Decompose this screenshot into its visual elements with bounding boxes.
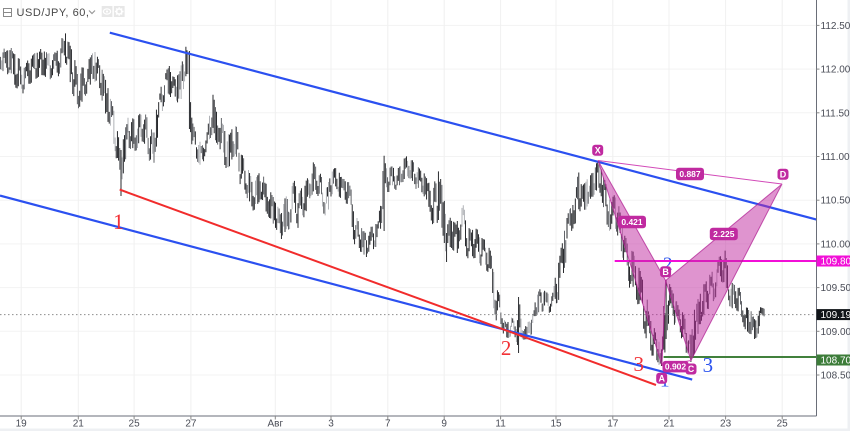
svg-text:2: 2 — [663, 254, 673, 275]
svg-text:109.50: 109.50 — [821, 283, 850, 294]
svg-text:27: 27 — [185, 419, 197, 430]
svg-text:X: X — [595, 146, 601, 156]
svg-text:2.225: 2.225 — [713, 229, 735, 239]
svg-text:A: A — [658, 373, 665, 383]
svg-text:C: C — [688, 364, 695, 374]
svg-text:Авг: Авг — [267, 419, 283, 430]
svg-text:110.50: 110.50 — [821, 196, 850, 207]
svg-text:7: 7 — [385, 419, 391, 430]
svg-text:21: 21 — [663, 419, 675, 430]
svg-text:23: 23 — [720, 419, 732, 430]
svg-text:109.19: 109.19 — [821, 310, 850, 321]
svg-text:111.00: 111.00 — [821, 152, 850, 163]
svg-text:25: 25 — [777, 419, 789, 430]
svg-text:15: 15 — [550, 419, 562, 430]
svg-text:1: 1 — [113, 209, 124, 234]
svg-text:11: 11 — [495, 419, 506, 430]
svg-text:109.00: 109.00 — [821, 327, 850, 338]
svg-text:17: 17 — [607, 419, 619, 430]
svg-text:3: 3 — [703, 353, 714, 377]
svg-text:9: 9 — [441, 419, 447, 430]
svg-text:19: 19 — [16, 419, 28, 430]
svg-text:3: 3 — [633, 352, 644, 376]
svg-text:D: D — [780, 170, 787, 180]
svg-text:0.902: 0.902 — [665, 362, 687, 372]
svg-text:0.887: 0.887 — [679, 169, 701, 179]
svg-text:109.80: 109.80 — [821, 257, 850, 268]
svg-text:25: 25 — [129, 419, 141, 430]
svg-text:108.70: 108.70 — [821, 356, 850, 367]
svg-text:110.00: 110.00 — [821, 239, 850, 250]
svg-text:0.421: 0.421 — [621, 217, 643, 227]
svg-text:B: B — [662, 267, 669, 277]
svg-text:3: 3 — [328, 419, 334, 430]
svg-text:111.50: 111.50 — [821, 108, 850, 119]
svg-text:USD/JPY, 60,: USD/JPY, 60, — [17, 7, 90, 19]
svg-text:108.50: 108.50 — [821, 371, 850, 382]
svg-text:112.00: 112.00 — [821, 65, 850, 76]
svg-text:112.50: 112.50 — [821, 21, 850, 32]
svg-text:21: 21 — [73, 419, 85, 430]
svg-text:2: 2 — [501, 336, 512, 360]
